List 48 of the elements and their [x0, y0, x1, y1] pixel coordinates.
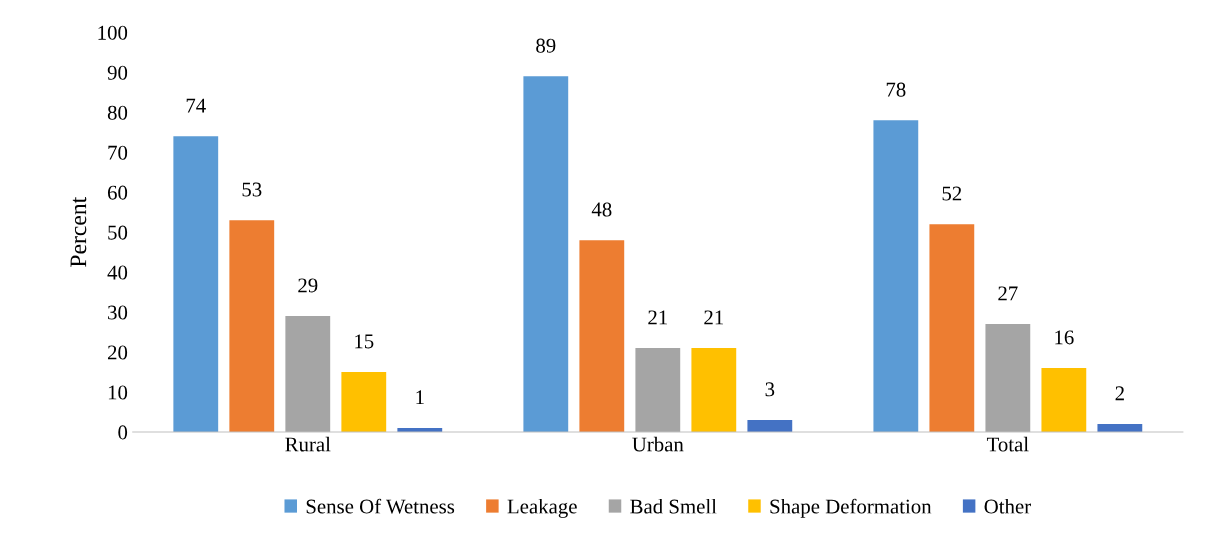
bar: [173, 136, 219, 432]
y-tick-label: 90: [107, 65, 128, 80]
data-label: 74: [186, 98, 206, 113]
legend-label: Bad Smell: [630, 498, 717, 514]
y-tick-label: 50: [108, 225, 128, 240]
data-label: 3: [765, 382, 775, 397]
y-axis-title: Percent: [70, 196, 87, 267]
data-label: 16: [1055, 330, 1074, 345]
data-label: 48: [591, 202, 612, 217]
x-tick-label: Urban: [632, 436, 684, 452]
legend-label: Other: [984, 498, 1031, 514]
y-tick-label: 80: [107, 105, 128, 120]
data-label: 15: [355, 334, 374, 349]
data-label: 27: [998, 286, 1018, 301]
bar: [985, 324, 1031, 432]
data-label: 29: [298, 278, 318, 293]
y-tick-label: 60: [107, 185, 128, 200]
bar: [285, 316, 331, 432]
bar: [691, 348, 737, 432]
y-tick-label: 70: [108, 145, 128, 160]
data-label: 52: [942, 186, 962, 201]
bar: [747, 420, 793, 432]
legend-label: Sense Of Wetness: [306, 498, 455, 514]
data-label: 53: [242, 182, 262, 197]
bar: [873, 120, 919, 432]
bar: [635, 348, 681, 432]
legend-label: Shape Deformation: [770, 498, 932, 518]
bar: [523, 76, 569, 432]
data-label: 21: [648, 310, 667, 325]
bar: [341, 372, 387, 432]
y-tick-label: 30: [108, 305, 128, 320]
data-label: 1: [416, 390, 424, 405]
data-label: 21: [704, 310, 723, 325]
data-label: 89: [536, 38, 556, 53]
y-tick-label: 100: [98, 25, 128, 40]
y-tick-label: 20: [107, 345, 128, 360]
data-label: 78: [886, 82, 906, 97]
bar: [929, 224, 975, 432]
bar: [229, 220, 275, 432]
y-tick-label: 10: [108, 385, 128, 400]
data-label: 2: [1115, 386, 1124, 401]
y-tick-label: 0: [118, 425, 128, 440]
bar: [1041, 368, 1087, 432]
bar: [579, 240, 625, 432]
x-tick-label: Rural: [285, 436, 331, 452]
x-tick-label: Total: [986, 436, 1029, 452]
y-tick-label: 40: [107, 265, 128, 280]
legend-label: Leakage: [507, 498, 577, 518]
